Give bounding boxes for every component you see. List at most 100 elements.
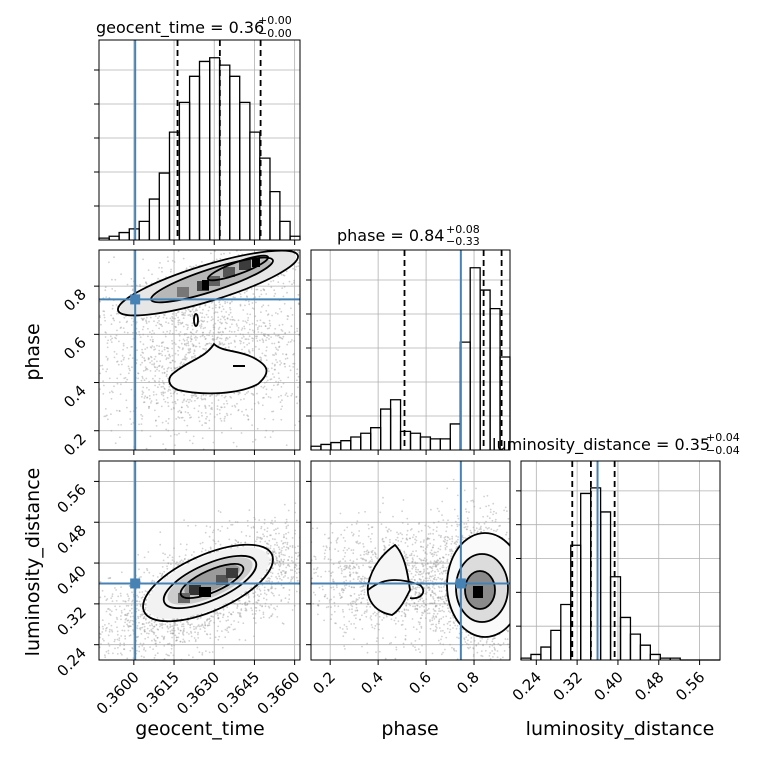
scatter-point xyxy=(166,373,168,376)
scatter-point xyxy=(56,279,58,281)
scatter-point xyxy=(226,317,229,320)
scatter-point xyxy=(96,672,98,674)
scatter-point xyxy=(277,334,280,337)
scatter-point xyxy=(317,560,319,562)
scatter-point xyxy=(156,628,159,631)
scatter-point xyxy=(161,635,164,638)
scatter-point xyxy=(110,341,113,343)
scatter-point xyxy=(295,558,298,560)
scatter-point xyxy=(260,357,263,359)
scatter-point xyxy=(295,396,298,398)
scatter-point xyxy=(237,319,240,322)
scatter-point xyxy=(145,386,148,389)
scatter-point xyxy=(293,352,295,355)
scatter-point xyxy=(282,570,285,572)
scatter-point xyxy=(159,531,162,534)
scatter-point xyxy=(166,370,169,373)
scatter-point xyxy=(219,318,222,321)
scatter-point xyxy=(296,576,298,579)
scatter-point xyxy=(192,306,195,309)
scatter-point xyxy=(301,560,303,562)
scatter-point xyxy=(278,308,281,310)
scatter-point xyxy=(163,383,165,385)
scatter-point xyxy=(219,620,222,623)
scatter-point xyxy=(271,613,274,615)
scatter-point xyxy=(218,409,221,411)
scatter-point xyxy=(319,354,321,356)
scatter-point xyxy=(52,379,54,381)
scatter-point xyxy=(240,608,243,610)
scatter-point xyxy=(221,322,223,324)
scatter-point xyxy=(271,410,273,413)
scatter-point xyxy=(201,623,204,626)
scatter-point xyxy=(395,648,398,651)
scatter-point xyxy=(140,413,143,416)
scatter-point xyxy=(251,349,254,352)
scatter-point xyxy=(114,647,116,650)
scatter-point xyxy=(139,613,142,616)
scatter-point xyxy=(145,598,148,601)
scatter-point xyxy=(145,622,148,624)
scatter-point xyxy=(141,418,143,420)
scatter-point xyxy=(217,336,219,339)
scatter-point xyxy=(191,313,194,316)
scatter-point xyxy=(147,358,150,361)
scatter-point xyxy=(287,524,289,527)
scatter-point xyxy=(266,580,269,583)
scatter-point xyxy=(140,633,143,635)
scatter-point xyxy=(140,423,143,425)
scatter-point xyxy=(116,382,119,385)
scatter-point xyxy=(224,339,227,341)
scatter-point xyxy=(267,367,270,370)
scatter-point xyxy=(255,337,258,340)
scatter-point xyxy=(157,277,160,280)
scatter-point xyxy=(137,596,140,598)
scatter-point xyxy=(131,647,134,649)
scatter-point xyxy=(131,345,134,348)
scatter-point xyxy=(414,561,417,564)
scatter-point xyxy=(312,350,314,352)
scatter-point xyxy=(109,335,112,338)
scatter-point xyxy=(347,511,349,513)
scatter-point xyxy=(219,343,222,346)
scatter-point xyxy=(239,602,242,605)
scatter-point xyxy=(276,384,279,386)
scatter-point xyxy=(118,639,121,642)
scatter-point xyxy=(90,352,92,354)
scatter-point xyxy=(101,364,104,367)
scatter-point xyxy=(188,309,190,311)
scatter-point xyxy=(197,633,199,636)
scatter-point xyxy=(188,401,190,404)
scatter-point xyxy=(304,541,306,543)
scatter-point xyxy=(198,342,201,345)
scatter-point xyxy=(184,343,186,346)
scatter-point xyxy=(294,532,296,535)
scatter-point xyxy=(121,454,123,456)
scatter-point xyxy=(74,416,76,418)
scatter-point xyxy=(144,650,147,652)
scatter-point xyxy=(223,396,226,399)
scatter-point xyxy=(142,613,145,615)
scatter-point xyxy=(337,251,339,253)
scatter-point xyxy=(283,586,285,589)
scatter-point xyxy=(144,607,147,609)
scatter-point xyxy=(247,594,250,596)
scatter-point xyxy=(265,293,268,295)
scatter-point xyxy=(226,414,229,417)
scatter-point xyxy=(306,364,308,366)
scatter-point xyxy=(296,372,298,375)
scatter-point xyxy=(455,458,457,460)
scatter-point xyxy=(427,533,430,535)
scatter-point xyxy=(417,594,420,597)
scatter-point xyxy=(201,261,203,263)
scatter-point xyxy=(169,355,172,358)
scatter-point xyxy=(155,324,158,327)
scatter-point xyxy=(254,622,257,624)
scatter-point xyxy=(287,547,290,550)
scatter-point xyxy=(171,556,174,559)
scatter-point xyxy=(119,393,122,396)
scatter-point xyxy=(202,394,205,397)
scatter-point xyxy=(192,352,195,355)
scatter-point xyxy=(180,406,183,409)
scatter-point xyxy=(240,616,242,618)
